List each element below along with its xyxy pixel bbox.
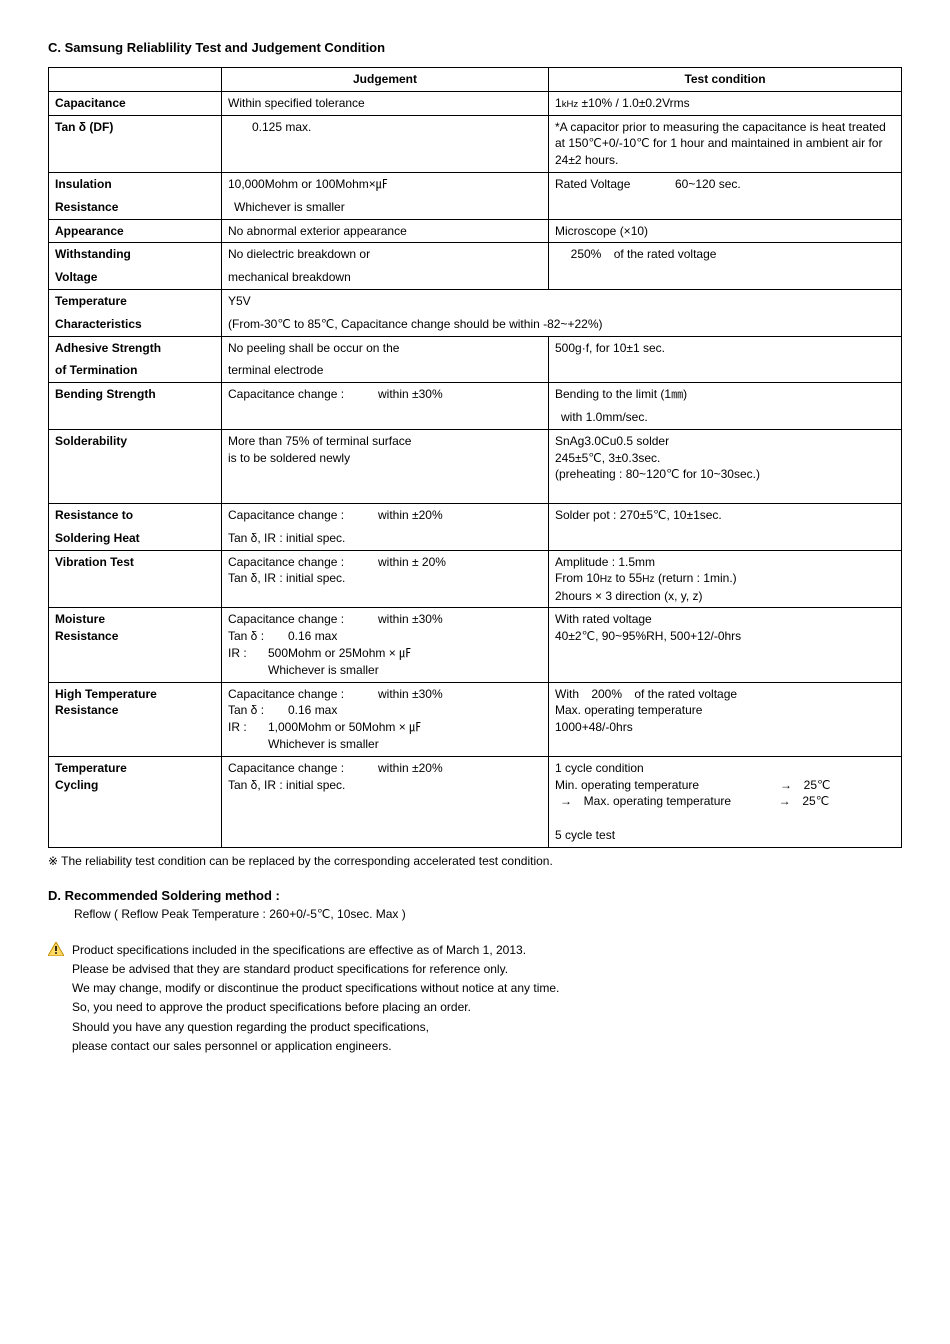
row-temp-cycling: Temperature Cycling <box>49 756 222 847</box>
cell: Capacitance change :within ±20% <box>222 503 549 526</box>
col-judgement: Judgement <box>222 68 549 92</box>
row-moisture-resistance: Moisture Resistance <box>49 608 222 682</box>
cell: 1kHz ±10% / 1.0±0.2Vrms <box>549 91 902 115</box>
notice-block: Product specifications included in the s… <box>48 941 902 1056</box>
cell: Amplitude : 1.5mm From 10Hz to 55Hz (ret… <box>549 550 902 608</box>
cell: Capacitance change :within ±20% Tan δ, I… <box>222 756 549 847</box>
cell: mechanical breakdown <box>222 266 549 289</box>
cell: Tan δ, IR : initial spec. <box>222 527 549 550</box>
row-adhesive-strength: Adhesive Strength <box>49 336 222 359</box>
cell: Microscope (×10) <box>549 219 902 243</box>
section-d-body: Reflow ( Reflow Peak Temperature : 260+0… <box>48 907 902 921</box>
cell: Solder pot : 270±5℃, 10±1sec. <box>549 503 902 526</box>
cell: Capacitance change :within ±30% Tan δ :0… <box>222 608 549 682</box>
cell: Capacitance change :within ± 20% Tan δ, … <box>222 550 549 608</box>
row-vibration-test: Vibration Test <box>49 550 222 608</box>
row-solderability: Solderability <box>49 429 222 503</box>
notice-text: Product specifications included in the s… <box>72 941 559 1056</box>
cell: SnAg3.0Cu0.5 solder 245±5℃, 3±0.3sec. (p… <box>549 429 902 503</box>
row-temp-characteristics: Temperature <box>49 289 222 312</box>
row-withstanding-voltage: Withstanding <box>49 243 222 266</box>
reliability-table: Judgement Test condition Capacitance Wit… <box>48 67 902 848</box>
cell: Y5V <box>222 289 902 312</box>
row-insulation-resistance: Insulation <box>49 172 222 195</box>
cell: No peeling shall be occur on the <box>222 336 549 359</box>
row-capacitance: Capacitance <box>49 91 222 115</box>
cell: 500g·f, for 10±1 sec. <box>549 336 902 359</box>
row-bending-strength: Bending Strength <box>49 383 222 406</box>
cell: Within specified tolerance <box>222 91 549 115</box>
cell: 1 cycle condition Min. operating tempera… <box>549 756 902 847</box>
cell: Characteristics <box>49 313 222 336</box>
cell: Resistance <box>49 196 222 219</box>
cell: Voltage <box>49 266 222 289</box>
reliability-footnote: ※ The reliability test condition can be … <box>48 854 902 868</box>
cell: 0.125 max. <box>222 115 549 172</box>
cell: (From-30℃ to 85℃, Capacitance change sho… <box>222 313 902 336</box>
cell: Soldering Heat <box>49 527 222 550</box>
cell: 10,000Mohm or 100Mohm×㎌ <box>222 172 549 195</box>
cell: Capacitance change :within ±30% Tan δ :0… <box>222 682 549 756</box>
cell: With rated voltage 40±2℃, 90~95%RH, 500+… <box>549 608 902 682</box>
cell: terminal electrode <box>222 359 549 382</box>
cell: With 200% of the rated voltage Max. oper… <box>549 682 902 756</box>
cell: Rated Voltage60~120 sec. <box>549 172 902 195</box>
col-condition: Test condition <box>549 68 902 92</box>
warning-icon <box>48 942 64 956</box>
row-tan-delta: Tan δ (DF) <box>49 115 222 172</box>
row-resistance-soldering-heat: Resistance to <box>49 503 222 526</box>
cell: 250% of the rated voltage <box>549 243 902 266</box>
cell: Bending to the limit (1㎜) <box>549 383 902 406</box>
cell: Capacitance change :within ±30% <box>222 383 549 406</box>
row-high-temp-resistance: High Temperature Resistance <box>49 682 222 756</box>
cell: No abnormal exterior appearance <box>222 219 549 243</box>
cell: More than 75% of terminal surface is to … <box>222 429 549 503</box>
section-c-title: C. Samsung Reliablility Test and Judgeme… <box>48 40 902 55</box>
cell: Whichever is smaller <box>222 196 549 219</box>
cell: *A capacitor prior to measuring the capa… <box>549 115 902 172</box>
section-d-title: D. Recommended Soldering method : <box>48 888 902 903</box>
row-appearance: Appearance <box>49 219 222 243</box>
cell: of Termination <box>49 359 222 382</box>
cell: with 1.0mm/sec. <box>549 406 902 429</box>
cell: No dielectric breakdown or <box>222 243 549 266</box>
